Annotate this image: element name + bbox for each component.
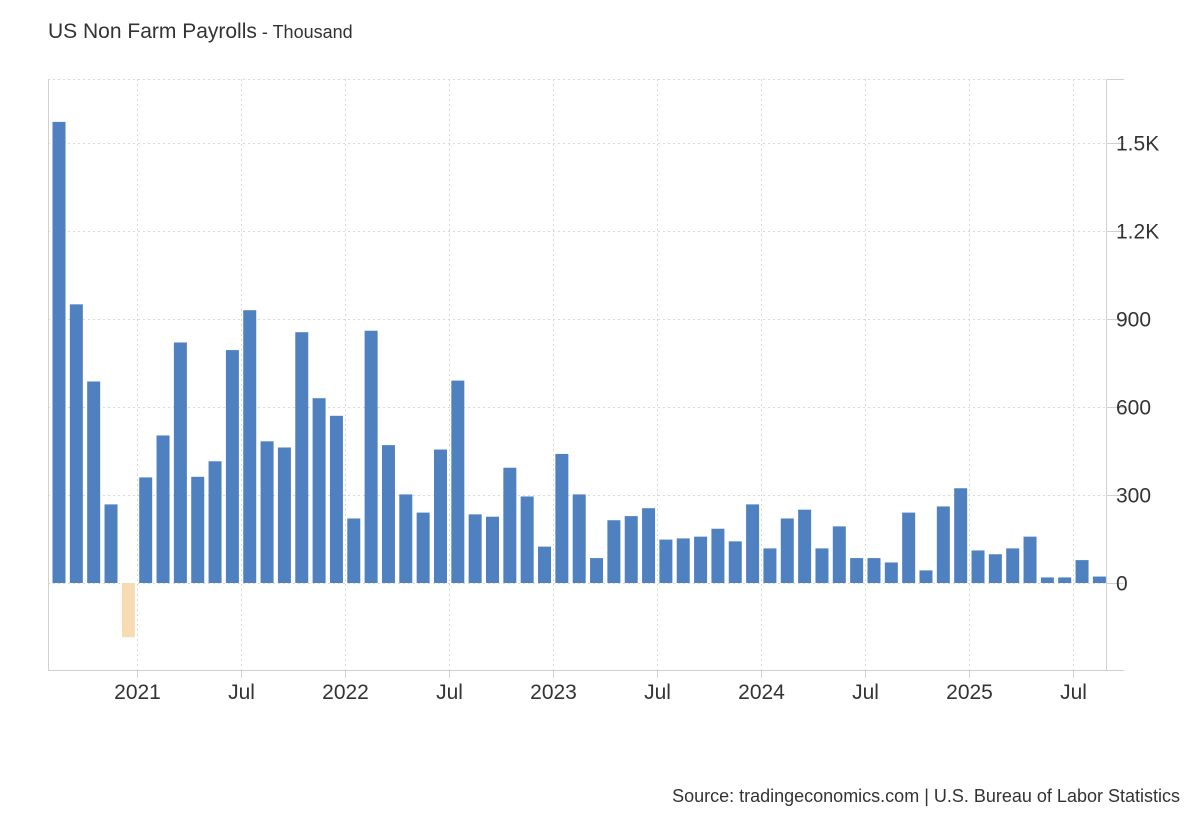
bar[interactable] [503, 467, 517, 583]
y-tick-label: 900 [1116, 309, 1151, 332]
bar[interactable] [867, 558, 881, 583]
bar[interactable] [156, 435, 170, 583]
bar[interactable] [832, 526, 846, 583]
bar[interactable] [659, 539, 673, 583]
title-separator: - [256, 22, 273, 42]
bar[interactable] [746, 504, 760, 583]
bar[interactable] [69, 304, 83, 583]
source-text: Source: tradingeconomics.com | U.S. Bure… [672, 786, 1180, 806]
x-tick-label: Jul [228, 681, 255, 704]
bar[interactable] [433, 449, 447, 583]
y-tick-label: 300 [1116, 485, 1151, 508]
bar[interactable] [624, 516, 638, 583]
bar[interactable] [555, 453, 569, 583]
bar[interactable] [711, 528, 725, 583]
bar[interactable] [954, 488, 968, 583]
bar[interactable] [399, 494, 413, 583]
bar[interactable] [225, 350, 239, 583]
bar[interactable] [520, 496, 534, 583]
bar[interactable] [208, 461, 222, 583]
bar[interactable] [260, 441, 274, 583]
bar[interactable] [815, 548, 829, 583]
x-tick-label: Jul [1060, 681, 1087, 704]
axes [48, 79, 1124, 678]
bar[interactable] [364, 330, 378, 583]
bar[interactable] [728, 541, 742, 583]
bar[interactable] [1075, 560, 1089, 583]
y-tick-label: 600 [1116, 397, 1151, 420]
bar[interactable] [1023, 536, 1037, 583]
bar[interactable] [104, 504, 118, 583]
bar[interactable] [243, 310, 257, 583]
bar[interactable] [590, 558, 604, 583]
bar[interactable] [1040, 577, 1054, 583]
x-tick-label: 2025 [946, 681, 993, 704]
bar[interactable] [988, 554, 1002, 583]
bars [52, 121, 1106, 638]
bar[interactable] [312, 398, 326, 583]
bar[interactable] [121, 583, 135, 638]
bar[interactable] [486, 516, 499, 583]
x-tick-label: 2024 [738, 681, 785, 704]
bar[interactable] [191, 476, 205, 583]
x-tick-label: Jul [644, 681, 671, 704]
bar[interactable] [52, 121, 66, 583]
bar[interactable] [936, 506, 950, 583]
bar[interactable] [468, 514, 482, 583]
x-tick-label: Jul [436, 681, 463, 704]
bar[interactable] [971, 550, 985, 583]
bar[interactable] [572, 494, 586, 583]
bar[interactable] [87, 381, 101, 583]
y-tick-label: 1.2K [1116, 221, 1159, 244]
y-tick-label: 1.5K [1116, 133, 1159, 156]
y-tick-label: 0 [1116, 573, 1128, 596]
x-tick-label: 2021 [114, 681, 161, 704]
x-tick-label: 2022 [322, 681, 369, 704]
bar[interactable] [902, 512, 916, 583]
chart-title: US Non Farm Payrolls - Thousand [48, 20, 353, 44]
x-tick-label: 2023 [530, 681, 577, 704]
bar[interactable] [1092, 576, 1106, 583]
bar[interactable] [277, 447, 291, 583]
bar[interactable] [798, 509, 812, 583]
bar[interactable] [381, 445, 395, 583]
subtitle-text: Thousand [272, 22, 353, 42]
tick-labels: 0 300 600 900 1.2K 1.5K 2021 Jul 2022 Jul 2023 Jul 2… [114, 133, 1159, 705]
title-text: US Non Farm Payrolls [48, 20, 257, 43]
x-tick-label: Jul [852, 681, 879, 704]
bar[interactable] [763, 548, 777, 583]
bar[interactable] [694, 536, 708, 583]
bar[interactable] [676, 538, 690, 583]
bar[interactable] [780, 518, 794, 583]
bar[interactable] [347, 518, 361, 583]
grid-lines [48, 79, 1106, 670]
bar[interactable] [139, 477, 153, 583]
bar[interactable] [173, 342, 187, 583]
bar[interactable] [642, 508, 656, 583]
bar[interactable] [607, 520, 621, 583]
bar[interactable] [919, 570, 933, 583]
bar[interactable] [295, 332, 309, 583]
bar[interactable] [1058, 577, 1072, 583]
bar[interactable] [1006, 548, 1020, 583]
bar[interactable] [416, 512, 430, 583]
bar[interactable] [329, 415, 343, 583]
bar[interactable] [884, 562, 898, 583]
bar[interactable] [451, 380, 465, 583]
bar[interactable] [538, 546, 552, 583]
bar[interactable] [850, 558, 864, 583]
